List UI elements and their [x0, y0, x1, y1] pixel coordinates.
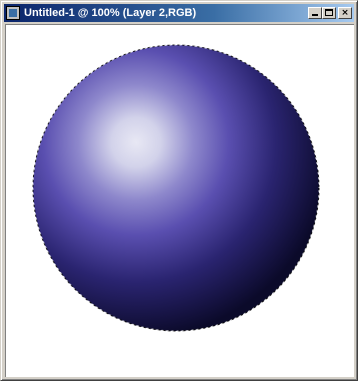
- maximize-icon: [325, 9, 333, 16]
- close-button[interactable]: ×: [338, 7, 352, 19]
- selection-marquee-highlight: [32, 44, 320, 332]
- minimize-button[interactable]: [308, 7, 322, 19]
- document-canvas[interactable]: [5, 24, 354, 377]
- title-bar[interactable]: Untitled-1 @ 100% (Layer 2,RGB) ×: [4, 4, 354, 22]
- window-title: Untitled-1 @ 100% (Layer 2,RGB): [24, 7, 197, 19]
- sphere: [33, 45, 319, 331]
- canvas-artwork: [32, 44, 320, 332]
- maximize-button[interactable]: [322, 7, 336, 19]
- window-controls: ×: [308, 7, 352, 19]
- photoshop-document-icon[interactable]: [6, 6, 20, 20]
- minimize-icon: [312, 14, 318, 16]
- close-icon: ×: [341, 8, 349, 18]
